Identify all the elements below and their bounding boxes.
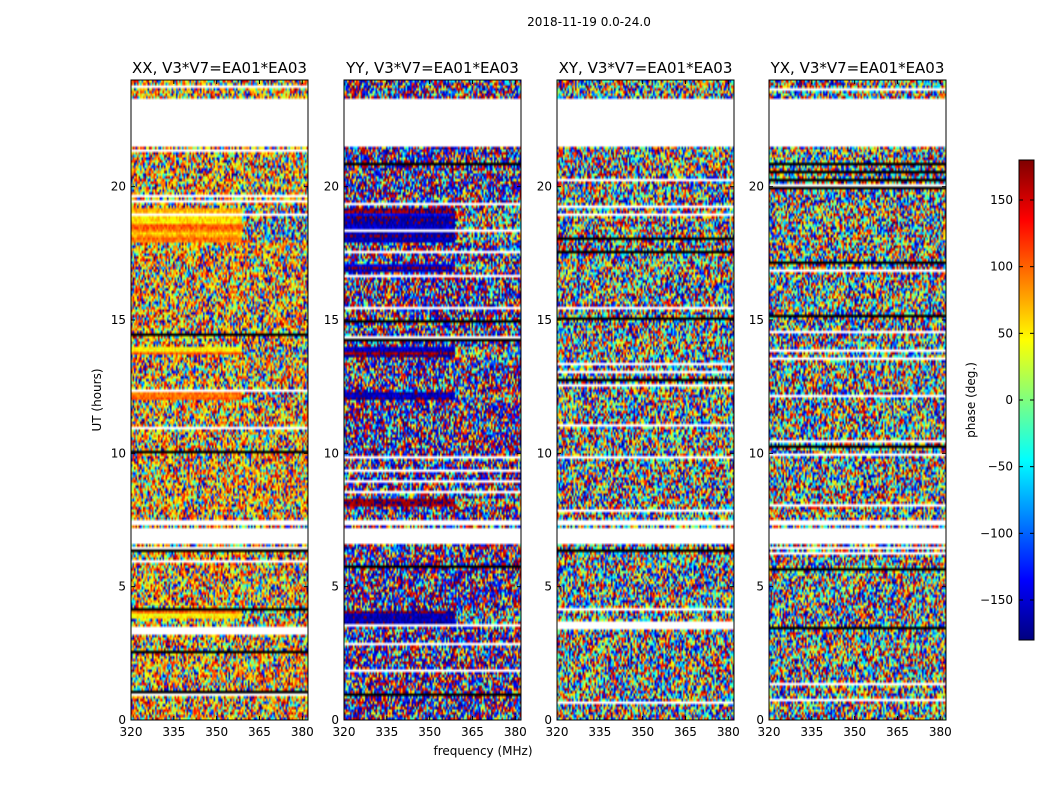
colorbar: 150 100 50 0 −50 −100 −150 phase (deg.) (964, 159, 1035, 641)
y-tick-label: 20 (324, 180, 339, 194)
panel-3: XY, V3*V7=EA01*EA03 320 335 350 365 380 0 5 10 15… (537, 59, 740, 739)
y-tick-label: 20 (111, 180, 126, 194)
panel-title: XY, V3*V7=EA01*EA03 (559, 59, 733, 77)
x-tick-label: 335 (162, 725, 185, 739)
x-tick-label: 380 (929, 725, 952, 739)
y-tick-label: 10 (537, 446, 552, 460)
y-tick-label: 5 (118, 580, 126, 594)
y-tick-label: 15 (324, 313, 339, 327)
colorbar-ticks: 150 100 50 0 −50 −100 −150 (980, 193, 1034, 607)
phase-heatmap (131, 80, 308, 720)
x-tick-label: 350 (205, 725, 228, 739)
y-tick-label: 0 (118, 713, 126, 727)
colorbar-label: phase (deg.) (964, 362, 978, 438)
y-axis-label: UT (hours) (90, 368, 104, 431)
x-tick-label: 320 (758, 725, 781, 739)
x-tick-label: 380 (717, 725, 740, 739)
phase-heatmap (557, 80, 734, 720)
colorbar-tick-label: −50 (988, 460, 1013, 474)
y-tick-label: 0 (331, 713, 339, 727)
y-tick-label: 5 (544, 580, 552, 594)
x-tick-label: 365 (461, 725, 484, 739)
x-tick-label: 350 (843, 725, 866, 739)
x-tick-label: 320 (120, 725, 143, 739)
x-tick-label: 335 (375, 725, 398, 739)
phase-heatmap (769, 80, 946, 720)
x-tick-label: 350 (631, 725, 654, 739)
panel-frame (130, 79, 309, 721)
panels: XX, V3*V7=EA01*EA03 320 335 350 365 380 0 5 10 15… (111, 59, 952, 739)
y-tick-label: 5 (756, 580, 764, 594)
phase-heatmap (344, 80, 521, 720)
y-tick-label: 5 (331, 580, 339, 594)
panel-title: YX, V3*V7=EA01*EA03 (770, 59, 945, 77)
x-tick-label: 365 (886, 725, 909, 739)
y-tick-label: 10 (324, 446, 339, 460)
colorbar-tick-label: 50 (998, 326, 1013, 340)
y-tick-label: 10 (749, 446, 764, 460)
suptitle: 2018-11-19 0.0-24.0 (527, 15, 651, 29)
y-tick-label: 15 (749, 313, 764, 327)
colorbar-tick-label: −100 (980, 526, 1013, 540)
panel-2: YY, V3*V7=EA01*EA03 320 335 350 365 380 0 5 10 15… (324, 59, 527, 739)
colorbar-tick-label: 150 (990, 193, 1013, 207)
panel-frame (343, 79, 522, 721)
x-tick-label: 380 (291, 725, 314, 739)
x-tick-label: 365 (248, 725, 271, 739)
x-axis-label: frequency (MHz) (433, 744, 532, 758)
x-tick-label: 335 (800, 725, 823, 739)
panel-title: XX, V3*V7=EA01*EA03 (132, 59, 307, 77)
y-tick-label: 0 (756, 713, 764, 727)
panel-frame (556, 79, 735, 721)
x-tick-label: 335 (588, 725, 611, 739)
panel-title: YY, V3*V7=EA01*EA03 (345, 59, 519, 77)
x-tick-label: 365 (674, 725, 697, 739)
panel-frame (768, 79, 947, 721)
colorbar-tick-label: 100 (990, 260, 1013, 274)
x-tick-label: 320 (546, 725, 569, 739)
panel-4: YX, V3*V7=EA01*EA03 320 335 350 365 380 0 5 10 15… (749, 59, 952, 739)
y-tick-label: 20 (537, 180, 552, 194)
colorbar-tick-label: −150 (980, 593, 1013, 607)
x-tick-label: 320 (333, 725, 356, 739)
y-tick-label: 20 (749, 180, 764, 194)
x-tick-label: 380 (504, 725, 527, 739)
y-tick-label: 15 (537, 313, 552, 327)
y-tick-label: 10 (111, 446, 126, 460)
y-tick-label: 0 (544, 713, 552, 727)
x-tick-label: 350 (418, 725, 441, 739)
colorbar-tick-label: 0 (1005, 393, 1013, 407)
y-tick-label: 15 (111, 313, 126, 327)
panel-1: XX, V3*V7=EA01*EA03 320 335 350 365 380 0 5 10 15… (111, 59, 314, 739)
